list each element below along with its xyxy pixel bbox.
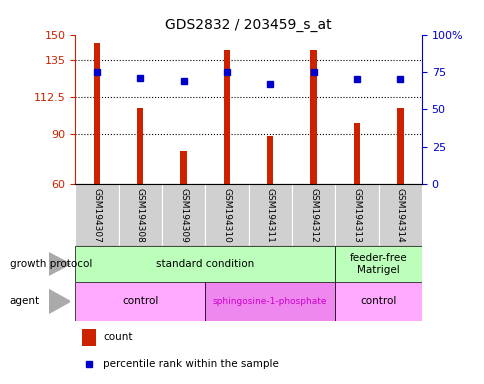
Polygon shape bbox=[48, 253, 70, 275]
Bar bbox=[162, 184, 205, 246]
Bar bbox=[353, 123, 360, 184]
Text: percentile rank within the sample: percentile rank within the sample bbox=[103, 359, 278, 369]
Title: GDS2832 / 203459_s_at: GDS2832 / 203459_s_at bbox=[165, 18, 331, 32]
Bar bbox=[82, 329, 96, 346]
Bar bbox=[223, 50, 230, 184]
Polygon shape bbox=[48, 290, 70, 313]
Text: GSM194309: GSM194309 bbox=[179, 188, 188, 242]
Bar bbox=[310, 50, 316, 184]
Bar bbox=[136, 108, 143, 184]
Bar bbox=[248, 184, 291, 246]
Text: standard condition: standard condition bbox=[156, 259, 254, 269]
Bar bbox=[75, 246, 334, 282]
Bar bbox=[334, 246, 421, 282]
Bar bbox=[75, 184, 118, 246]
Text: GSM194310: GSM194310 bbox=[222, 188, 231, 242]
Text: growth protocol: growth protocol bbox=[10, 259, 92, 269]
Text: GSM194311: GSM194311 bbox=[265, 188, 274, 242]
Text: control: control bbox=[122, 296, 158, 306]
Bar bbox=[378, 184, 421, 246]
Text: count: count bbox=[103, 332, 132, 343]
Text: sphingosine-1-phosphate: sphingosine-1-phosphate bbox=[212, 297, 327, 306]
Text: GSM194312: GSM194312 bbox=[308, 188, 318, 242]
Text: control: control bbox=[360, 296, 396, 306]
Text: agent: agent bbox=[10, 296, 40, 306]
Bar bbox=[334, 282, 421, 321]
Text: GSM194308: GSM194308 bbox=[136, 188, 144, 242]
Bar bbox=[396, 108, 403, 184]
Text: GSM194314: GSM194314 bbox=[395, 188, 404, 242]
Bar bbox=[266, 136, 273, 184]
Text: GSM194313: GSM194313 bbox=[352, 188, 361, 242]
Bar bbox=[334, 184, 378, 246]
Bar bbox=[205, 282, 334, 321]
Bar bbox=[75, 282, 205, 321]
Bar bbox=[118, 184, 162, 246]
Bar bbox=[291, 184, 334, 246]
Bar bbox=[180, 151, 186, 184]
Bar bbox=[93, 43, 100, 184]
Text: GSM194307: GSM194307 bbox=[92, 188, 101, 242]
Bar bbox=[205, 184, 248, 246]
Text: feeder-free
Matrigel: feeder-free Matrigel bbox=[349, 253, 407, 275]
